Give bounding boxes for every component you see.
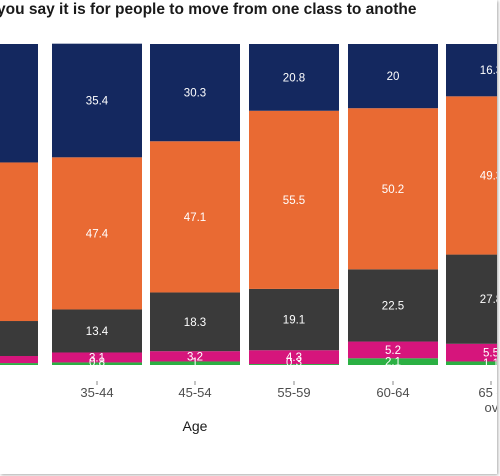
bar-segment [348,358,438,365]
bar-segment [348,44,438,109]
labels-layer: 29473.113.447.435.40.83.218.347.130.314.… [86,65,497,370]
bar-segment [249,44,339,111]
bar-segment [0,356,38,364]
data-label: 47.4 [86,228,109,240]
bars-layer [0,43,497,365]
bar-segment [150,361,240,365]
data-label: 5.5 [483,348,497,360]
x-axis-label: Age [183,418,208,434]
data-label: 2.1 [385,357,401,369]
bar-segment [52,309,142,353]
bar-segment [150,141,240,293]
data-label: 16.3 [480,65,497,77]
x-tick-label: 45-54 [178,385,211,400]
data-label: 5.2 [385,345,401,357]
bar-segment [249,364,339,365]
x-tick-label-line2: ove [485,400,497,415]
bar-segment [249,288,339,351]
data-label: 55.5 [283,195,305,207]
bar-segment [348,269,438,342]
data-label: 27.8 [480,294,497,306]
data-label: 30.3 [184,88,206,100]
bar-segment [52,352,142,363]
bar-segment [446,96,497,255]
data-label: 50.2 [382,184,404,196]
bar-segment [0,162,38,322]
bar-segment [348,108,438,270]
data-label: 18.3 [184,317,206,329]
chart-title: ould you say it is for people to move fr… [0,1,417,18]
bar-segment [249,350,339,365]
x-tick-label: 65 o [478,385,497,400]
bar-segment [150,292,240,352]
data-label: 22.5 [382,300,404,312]
bar-segment [249,110,339,289]
data-label: 3.2 [187,351,203,363]
bar-segment [0,44,38,163]
data-label: 3.1 [89,352,105,364]
bar-segment [52,43,142,158]
data-label: 49.3 [480,170,497,182]
bar-segment [150,351,240,362]
data-label: 47.1 [184,212,206,224]
data-label: 1.1 [483,358,497,370]
bar-segment [150,44,240,142]
data-label: 4.3 [286,352,302,364]
bar-segment [0,321,38,357]
data-label: 20.8 [283,72,305,84]
data-label: 1 [192,357,198,369]
bar-segment [446,343,497,362]
bar-segment [348,341,438,359]
bar-segment [446,361,497,365]
bar-segment [446,44,497,97]
data-label: 0.8 [89,357,105,369]
bar-segment [0,363,38,365]
x-tick-label: 55-59 [277,385,310,400]
data-label: 13.4 [86,326,109,338]
bar-segment [52,157,142,310]
x-tick-label: 35-44 [80,385,113,400]
data-label: 19.1 [283,315,305,327]
data-label: 0.3 [286,357,302,369]
bar-segment [446,254,497,344]
bar-segment [52,362,142,365]
data-label: 35.4 [86,95,109,107]
data-label: 20 [387,71,400,83]
x-tick-label: 60-64 [376,385,409,400]
